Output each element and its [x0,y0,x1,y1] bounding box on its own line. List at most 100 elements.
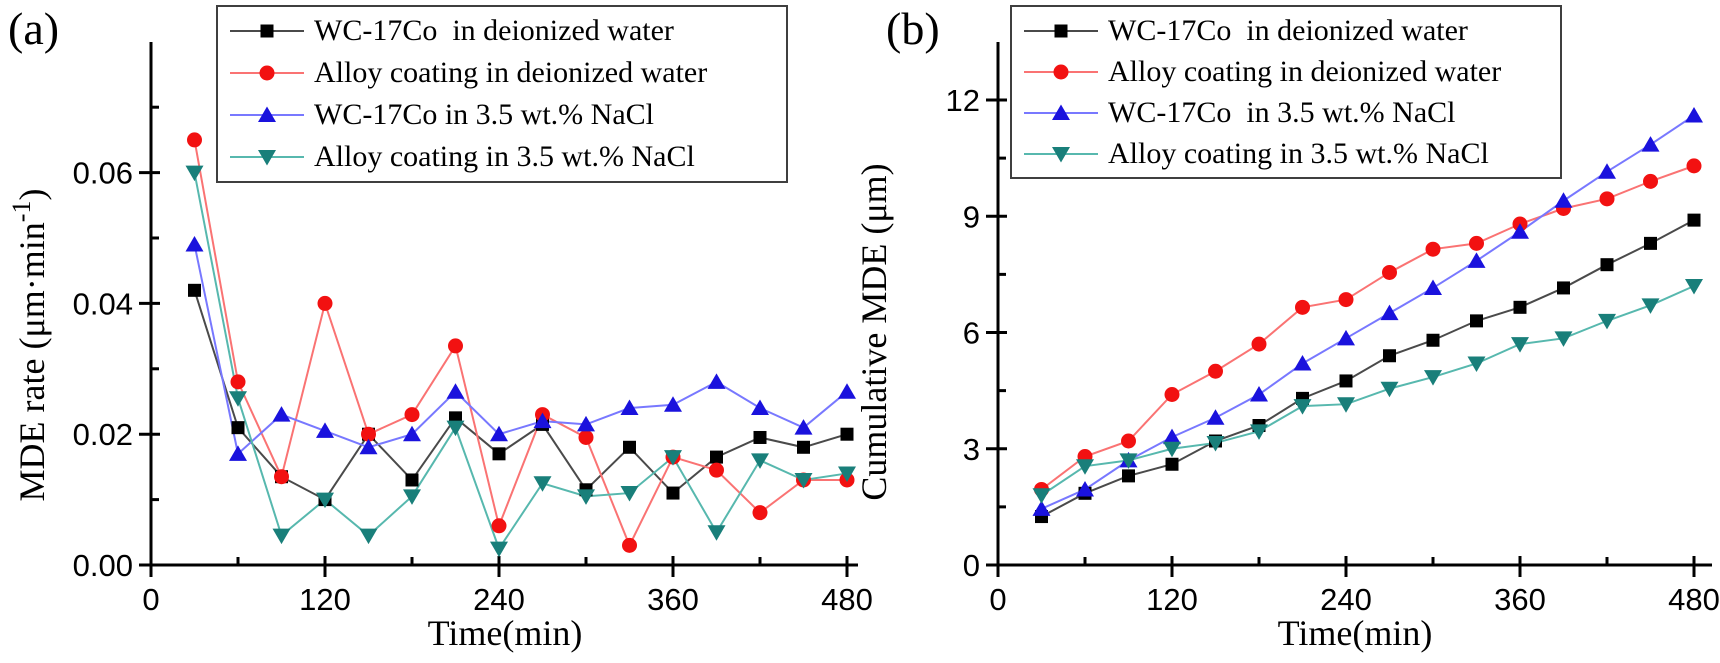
data-point-marker [707,373,726,389]
legend-entry: WC-17Co in 3.5 wt.% NaCl [226,94,778,136]
data-point-marker [230,374,246,390]
data-point-marker [664,396,682,412]
x-axis-title: Time(min) [1278,613,1433,653]
x-tick-label: 120 [299,582,351,617]
y-tick-label: 9 [963,199,980,234]
legend-a: WC-17Co in deionized water Alloy coating … [216,5,788,183]
data-point-marker [1685,107,1703,123]
legend-entry: Alloy coating in deionized water [226,52,778,94]
data-point-marker [1339,374,1353,388]
data-point-marker [492,447,506,461]
data-point-marker [1252,419,1266,432]
data-point-marker [1641,136,1660,152]
legend-label: Alloy coating in deionized water [314,56,708,89]
data-point-marker [1467,356,1486,372]
data-point-marker [1556,201,1571,216]
legend-entry: WC-17Co in deionized water [226,10,778,52]
data-point-marker [579,483,593,497]
x-tick-label: 0 [142,582,159,617]
data-point-marker [1077,449,1093,464]
data-point-marker [1163,441,1181,458]
data-point-marker [1034,481,1049,497]
data-point-marker [1206,409,1225,425]
y-tick-label: 0.00 [73,548,133,583]
x-tick-label: 360 [1494,582,1546,617]
data-point-marker [1598,163,1616,179]
legend-label: WC-17Co in 3.5 wt.% NaCl [1108,95,1456,129]
data-point-marker [188,283,201,297]
y-tick-label: 0.04 [73,286,133,321]
data-point-marker [536,417,549,431]
data-point-marker [1467,252,1486,268]
data-point-marker [275,470,288,484]
data-point-marker [231,421,245,435]
data-point-marker [187,132,202,148]
x-tick-label: 240 [473,582,525,617]
data-point-marker [577,489,595,505]
series-line [193,290,848,501]
data-point-marker [797,440,810,454]
y-tick-label: 0.02 [73,417,133,452]
data-point-marker [578,429,594,445]
data-point-marker [710,450,723,464]
legend-square-icon [230,24,304,38]
data-point-marker [709,462,724,478]
data-point-marker [1554,192,1573,208]
data-point-marker [272,406,291,422]
data-point-marker [1338,292,1354,308]
y-tick-label: 0.06 [73,156,133,191]
legend-square-glyph [1054,24,1068,37]
series-line [193,139,847,548]
legend-circle-icon [230,65,304,81]
legend-label: WC-17Co in deionized water [314,14,674,47]
legend-entry: WC-17Co in 3.5 wt.% NaCl [1020,92,1552,133]
data-point-marker [1380,381,1399,398]
data-point-marker [1513,300,1527,314]
legend-entry: WC-17Co in deionized water [1020,10,1552,51]
data-point-marker [1511,223,1529,239]
data-point-marker [229,445,247,461]
series-line [193,172,848,551]
data-point-marker [446,383,465,399]
legend-square-icon [1024,24,1098,37]
data-point-marker [794,472,813,489]
legend-triangle-up-icon [230,106,304,122]
panel-label-b: (b) [886,3,940,54]
data-point-marker [1337,329,1355,346]
data-point-marker [623,440,636,454]
data-point-marker [840,427,854,441]
legend-b: WC-17Co in deionized water Alloy coating … [1010,5,1562,179]
legend-entry: Alloy coating in 3.5 wt.% NaCl [226,136,778,178]
data-point-marker [1511,337,1529,353]
data-point-marker [1251,336,1267,352]
legend-label: WC-17Co in deionized water [1108,13,1468,47]
data-point-marker [1296,391,1309,405]
data-point-marker [1600,258,1614,272]
legend-label: WC-17Co in 3.5 wt.% NaCl [314,98,654,131]
data-point-marker [577,415,595,432]
data-point-marker [622,537,637,553]
data-point-marker [272,528,291,545]
legend-entry: Alloy coating in deionized water [1020,51,1552,92]
data-point-marker [1644,236,1657,250]
data-point-marker [1163,428,1181,445]
data-point-marker [1643,173,1658,189]
data-point-marker [666,486,680,500]
data-point-marker [491,518,507,534]
legend-circle-glyph [1053,64,1069,79]
data-point-marker [1122,469,1135,483]
data-point-marker [1293,355,1312,371]
data-point-marker [1512,216,1528,232]
data-point-marker [274,469,289,485]
data-point-marker [1119,453,1138,469]
data-point-marker [361,426,376,442]
data-point-marker [1641,298,1660,314]
data-point-marker [1687,213,1701,227]
data-point-marker [535,407,550,423]
data-point-marker [1076,480,1094,497]
legend-label: Alloy coating in deionized water [1108,54,1502,88]
data-point-marker [1035,510,1048,524]
data-point-marker [1119,451,1138,468]
data-point-marker [1295,299,1310,315]
